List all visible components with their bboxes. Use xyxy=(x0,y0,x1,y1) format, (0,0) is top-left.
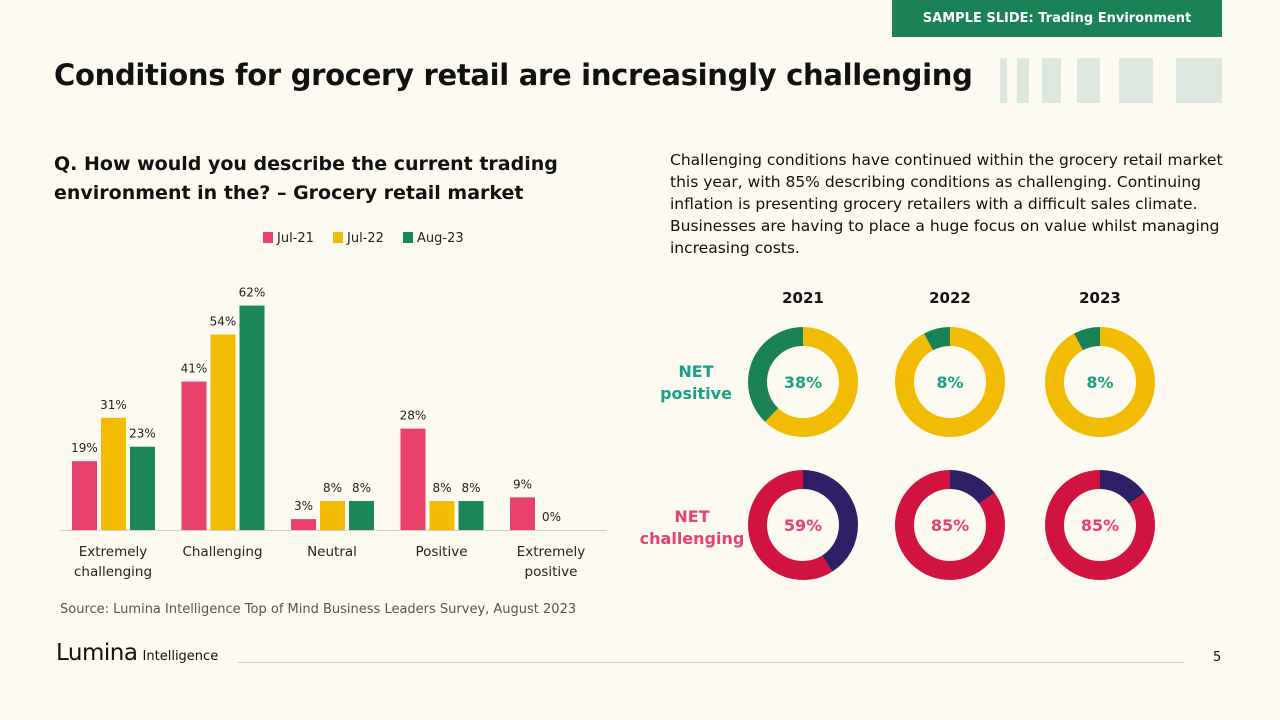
donut-value-positive: 8% xyxy=(1086,373,1113,392)
year-label: 2021 xyxy=(782,289,824,307)
bar-jul-21 xyxy=(291,519,316,530)
bar-jul-22 xyxy=(429,501,455,530)
donut-value-challenging: 85% xyxy=(931,516,969,535)
bar-value-label: 62% xyxy=(239,286,266,300)
donut-value-positive: 38% xyxy=(784,373,822,392)
donut-segment-positive xyxy=(1045,327,1155,437)
donut-segment-positive xyxy=(895,327,1005,437)
decor-stripe xyxy=(1017,58,1029,103)
row-label: challenging xyxy=(640,529,745,548)
bar-jul-22 xyxy=(210,334,236,530)
row-label: NET xyxy=(674,507,709,526)
legend-label: Aug-23 xyxy=(417,231,464,246)
survey-question: Q. How would you describe the current tr… xyxy=(54,153,558,204)
bar-aug-23 xyxy=(239,305,265,530)
donut-value-challenging: 59% xyxy=(784,516,822,535)
donut-segment-positive xyxy=(748,327,858,437)
bar-value-label: 8% xyxy=(461,481,480,495)
bar-value-label: 8% xyxy=(323,481,342,495)
row-label: positive xyxy=(660,384,732,403)
bar-jul-22 xyxy=(320,501,345,530)
donut-segment-challenging xyxy=(1045,470,1155,580)
bar-value-label: 31% xyxy=(100,398,127,412)
bar-value-label: 8% xyxy=(432,481,451,495)
year-label: 2022 xyxy=(929,289,971,307)
bar-value-label: 41% xyxy=(181,362,208,376)
legend-label: Jul-22 xyxy=(346,231,384,246)
bar-value-label: 23% xyxy=(129,427,156,441)
category-label: positive xyxy=(525,564,578,580)
bar-jul-21 xyxy=(72,461,97,530)
bar-value-label: 3% xyxy=(294,499,313,513)
summary-text: Challenging conditions have continued wi… xyxy=(670,151,1223,257)
category-label: Challenging xyxy=(182,544,262,560)
bar-value-label: 8% xyxy=(352,481,371,495)
bar-value-label: 0% xyxy=(542,510,561,524)
donut-segment-challenging xyxy=(748,470,858,580)
bar-value-label: 28% xyxy=(400,409,427,423)
donut-value-positive: 8% xyxy=(936,373,963,392)
legend-swatch xyxy=(403,232,413,243)
source-note: Source: Lumina Intelligence Top of Mind … xyxy=(60,602,577,617)
category-label: challenging xyxy=(74,564,152,580)
bar-aug-23 xyxy=(130,446,155,530)
bar-value-label: 9% xyxy=(513,477,532,491)
logo-main: Lumina xyxy=(56,640,138,666)
legend-label: Jul-21 xyxy=(276,231,314,246)
slide-tag: SAMPLE SLIDE: Trading Environment xyxy=(892,0,1222,37)
legend-swatch xyxy=(263,232,273,243)
bar-value-label: 54% xyxy=(210,315,237,329)
bar-aug-23 xyxy=(349,501,374,530)
decor-stripe xyxy=(1119,58,1153,103)
category-label: Extremely xyxy=(517,544,586,560)
row-label: NET xyxy=(678,362,713,381)
lumina-logo: Lumina Intelligence xyxy=(56,640,218,666)
logo-sub: Intelligence xyxy=(142,649,219,664)
bar-jul-21 xyxy=(181,381,207,530)
footer-divider xyxy=(238,662,1184,663)
bar-jul-21 xyxy=(400,428,426,530)
donut-segment-challenging xyxy=(895,470,1005,580)
decor-stripe xyxy=(1042,58,1061,103)
bar-value-label: 19% xyxy=(71,441,98,455)
bar-jul-21 xyxy=(510,497,535,530)
bar-aug-23 xyxy=(458,501,484,530)
decor-stripe xyxy=(1000,58,1007,103)
page-title: Conditions for grocery retail are increa… xyxy=(54,58,973,92)
decor-stripe xyxy=(1176,58,1222,103)
decor-stripe xyxy=(1077,58,1100,103)
legend-swatch xyxy=(333,232,343,243)
category-label: Positive xyxy=(415,544,467,560)
year-label: 2023 xyxy=(1079,289,1121,307)
category-label: Neutral xyxy=(307,544,357,560)
category-label: Extremely xyxy=(79,544,148,560)
donut-value-challenging: 85% xyxy=(1081,516,1119,535)
page-number: 5 xyxy=(1213,650,1222,665)
bar-jul-22 xyxy=(101,417,126,530)
